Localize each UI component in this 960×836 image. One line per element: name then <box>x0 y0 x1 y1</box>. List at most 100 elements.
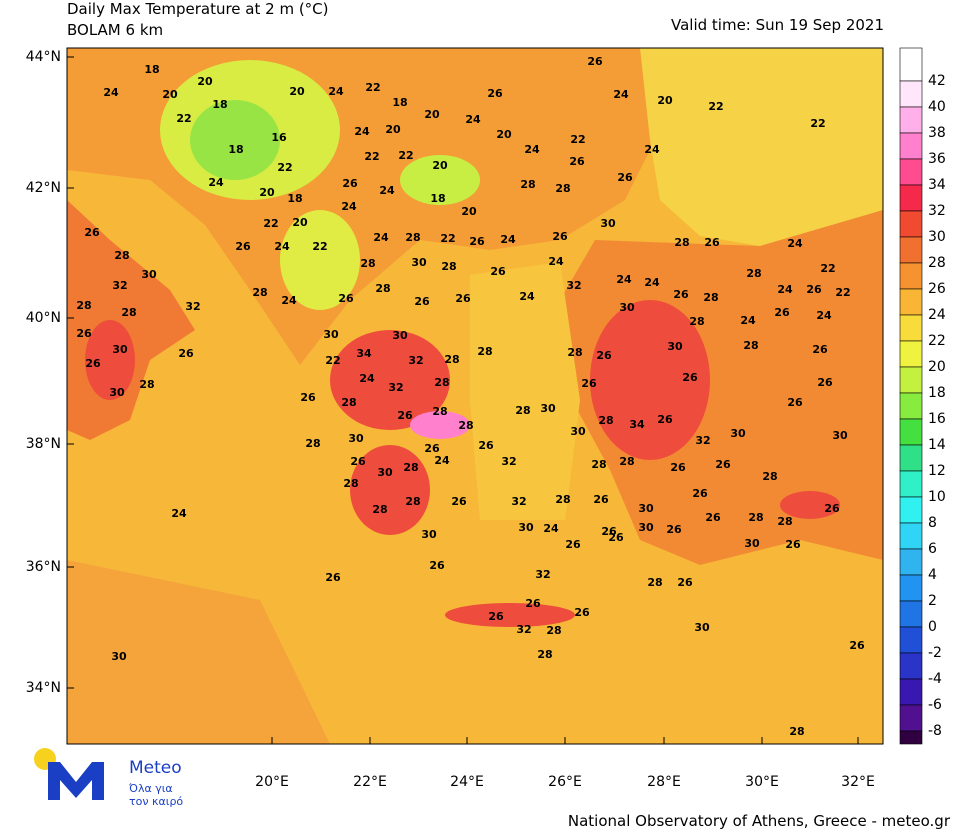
temperature-label: 32 <box>112 279 127 292</box>
temperature-label: 26 <box>565 538 581 551</box>
colorbar-box <box>899 574 923 602</box>
temperature-label: 24 <box>519 290 535 303</box>
temperature-label: 30 <box>111 650 127 663</box>
colorbar-label: 22 <box>928 333 946 349</box>
temperature-label: 20 <box>292 216 308 229</box>
temperature-label: 24 <box>777 283 793 296</box>
lat-label: 44°N <box>26 49 61 65</box>
temperature-label: 26 <box>300 391 316 404</box>
title: Daily Max Temperature at 2 m (°C) <box>67 0 329 18</box>
colorbar-label: 8 <box>928 515 937 531</box>
temperature-label: 26 <box>487 87 503 100</box>
colorbar-box <box>899 340 923 368</box>
temperature-label: 28 <box>372 503 387 516</box>
temperature-label: 26 <box>397 409 413 422</box>
temperature-label: 28 <box>139 378 154 391</box>
temperature-label: 26 <box>812 343 828 356</box>
temperature-label: 18 <box>392 96 407 109</box>
temperature-label: 26 <box>817 376 833 389</box>
temperature-label: 24 <box>103 86 119 99</box>
colorbar-label: 34 <box>928 177 946 193</box>
temperature-label: 26 <box>593 493 609 506</box>
colorbar-box <box>899 626 923 654</box>
temperature-label: 26 <box>84 226 100 239</box>
lon-label: 28°E <box>647 774 681 790</box>
temperature-label: 26 <box>552 230 568 243</box>
temperature-label: 26 <box>569 155 585 168</box>
temperature-label: 26 <box>666 523 682 536</box>
temperature-label: 20 <box>162 88 178 101</box>
temperature-label: 24 <box>281 294 297 307</box>
colorbar-box <box>899 678 923 706</box>
temperature-label: 28 <box>305 437 320 450</box>
temperature-label: 28 <box>520 178 535 191</box>
temperature-label: 30 <box>348 432 364 445</box>
colorbar-box <box>899 444 923 472</box>
temperature-label: 26 <box>596 349 612 362</box>
temperature-label: 22 <box>398 149 413 162</box>
colorbar-label: 0 <box>928 619 937 635</box>
subtitle: BOLAM 6 km <box>67 21 163 39</box>
temperature-label: 26 <box>574 606 590 619</box>
temperature-label: 20 <box>385 123 401 136</box>
temperature-label: 28 <box>515 404 530 417</box>
colorbar-label: -2 <box>928 645 942 661</box>
field-patch <box>400 155 480 205</box>
temperature-label: 30 <box>540 402 556 415</box>
field-patch <box>780 491 840 519</box>
temperature-label: 28 <box>555 493 570 506</box>
temperature-label: 26 <box>525 597 541 610</box>
temperature-label: 26 <box>682 371 698 384</box>
aegean <box>470 262 580 520</box>
temperature-label: 30 <box>600 217 616 230</box>
temperature-label: 20 <box>432 159 448 172</box>
temperature-label: 30 <box>109 386 125 399</box>
temperature-label: 28 <box>343 477 358 490</box>
temperature-label: 28 <box>458 419 473 432</box>
valid-time: Valid time: Sun 19 Sep 2021 <box>671 16 884 34</box>
temperature-label: 26 <box>617 171 633 184</box>
temperature-label: 28 <box>748 511 763 524</box>
lon-label: 26°E <box>548 774 582 790</box>
temperature-label: 28 <box>647 576 662 589</box>
axes: 44°N 42°N 40°N 38°N 36°N 34°N 20°E 22°E 24°E 26°E… <box>26 49 875 790</box>
temperature-label: 22 <box>364 150 379 163</box>
temperature-label: 22 <box>325 354 340 367</box>
temperature-label: 24 <box>274 240 290 253</box>
temperature-label: 28 <box>591 458 606 471</box>
lat-label: 34°N <box>26 680 61 696</box>
temperature-label: 30 <box>730 427 746 440</box>
temperature-label: 32 <box>695 434 710 447</box>
temperature-label: 24 <box>740 314 756 327</box>
colorbar-label: 38 <box>928 125 946 141</box>
temperature-label: 32 <box>511 495 526 508</box>
colorbar-box <box>899 392 923 420</box>
temperature-label: 26 <box>342 177 358 190</box>
temperature-label: 24 <box>354 125 370 138</box>
colorbar-label: 26 <box>928 281 946 297</box>
colorbar-box <box>899 314 923 342</box>
temperature-label: 26 <box>670 461 686 474</box>
field-patch <box>410 411 470 439</box>
temperature-label: 26 <box>178 347 194 360</box>
colorbar-label: -4 <box>928 671 942 687</box>
colorbar-label: 32 <box>928 203 946 219</box>
lon-label: 30°E <box>745 774 779 790</box>
logo-name: Meteo <box>129 758 182 778</box>
colorbar-label: 2 <box>928 593 937 609</box>
temperature-label: 26 <box>478 439 494 452</box>
temperature-label: 18 <box>228 143 243 156</box>
temperature-label: 18 <box>212 98 227 111</box>
temperature-label: 32 <box>388 381 403 394</box>
colorbar-box <box>899 184 923 212</box>
temperature-label: 30 <box>411 256 427 269</box>
colorbar-box <box>899 106 923 134</box>
temperature-label: 28 <box>375 282 390 295</box>
temperature-label: 32 <box>566 279 581 292</box>
temperature-label: 32 <box>501 455 516 468</box>
temperature-label: 24 <box>373 231 389 244</box>
temperature-label: 20 <box>496 128 512 141</box>
temperature-label: 30 <box>832 429 848 442</box>
temperature-label: 20 <box>197 75 213 88</box>
